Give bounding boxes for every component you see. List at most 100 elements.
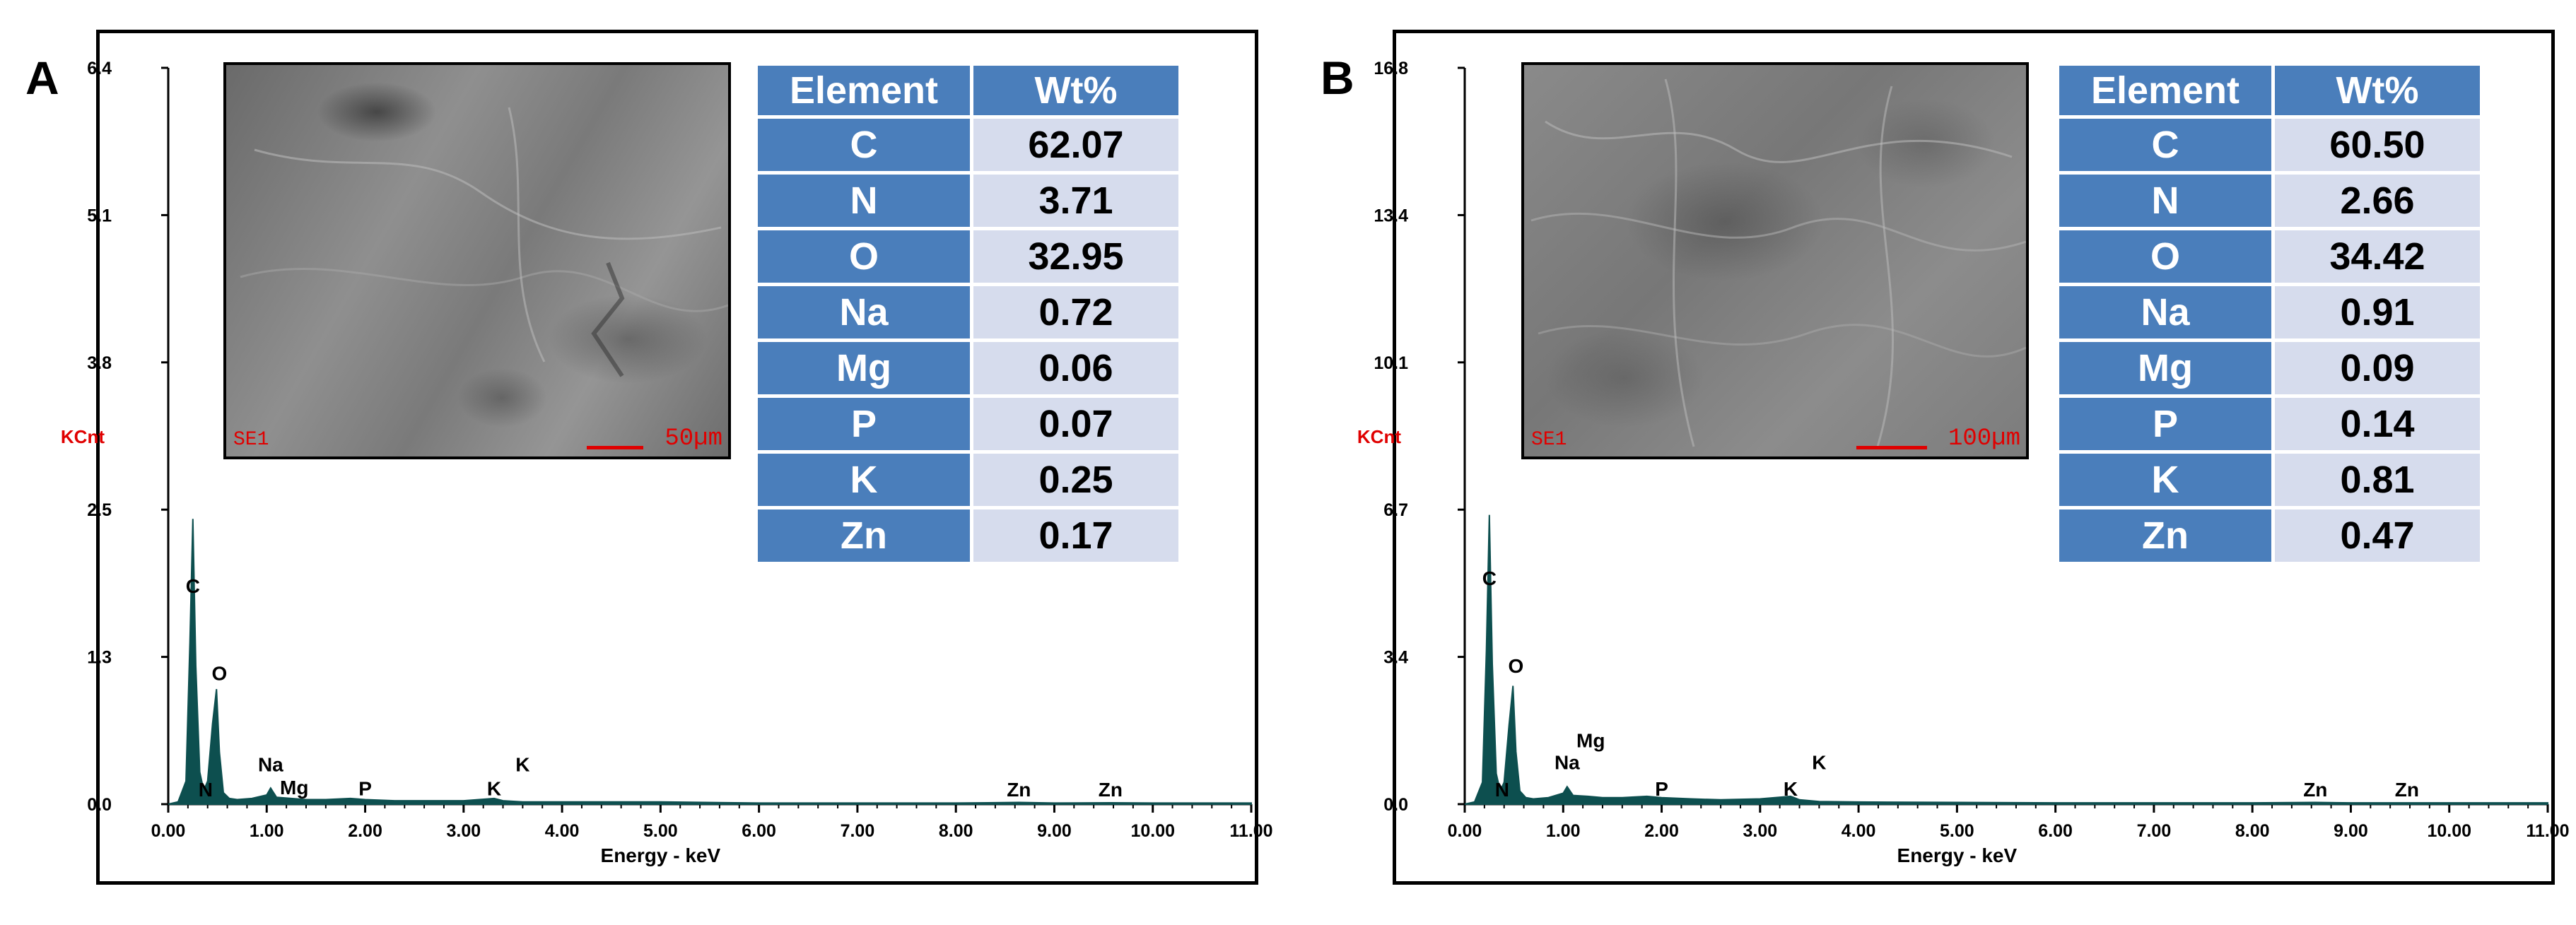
wt-cell: 0.09 (2275, 342, 2480, 394)
wt-cell: 0.47 (2275, 509, 2480, 562)
panel-a-x-axis-label: Energy - keV (601, 844, 721, 866)
wt-cell: 62.07 (973, 119, 1178, 171)
panel-a-y-tick-label: 1.3 (87, 648, 112, 668)
element-cell: P (2059, 398, 2271, 450)
panel-b-y-tick-label: 16.8 (1374, 59, 1408, 78)
table-row: P 0.07 (758, 398, 1178, 450)
table-row: Zn 0.47 (2059, 509, 2480, 562)
panel-a-y-tick-label: 3.8 (87, 353, 112, 373)
panel-b-x-tick-label: 4.00 (1842, 821, 1876, 841)
panel-b-peak-label: Zn (2303, 779, 2327, 801)
table-row: K 0.25 (758, 454, 1178, 506)
panel-b-x-tick-label: 3.00 (1743, 821, 1777, 841)
element-cell: Na (2059, 286, 2271, 338)
panel-a-label: A (25, 52, 59, 104)
panel-a-peak-label: C (186, 575, 200, 597)
panel-a-x-tick-label: 8.00 (939, 821, 973, 841)
panel-b-x-tick-label: 11.00 (2526, 821, 2569, 841)
panel-b-x-tick-label: 1.00 (1546, 821, 1581, 841)
panel-b-peak-label: K (1784, 778, 1798, 800)
panel-a-x-tick-label: 10.00 (1130, 821, 1175, 841)
table-row: N 2.66 (2059, 175, 2480, 227)
element-cell: P (758, 398, 970, 450)
panel-a-x-tick-label: 7.00 (841, 821, 875, 841)
table-row: Mg 0.06 (758, 342, 1178, 394)
panel-b-peak-label: C (1482, 567, 1497, 589)
wt-cell: 0.25 (973, 454, 1178, 506)
panel-a-sem-scalebar (587, 446, 643, 449)
element-cell: Zn (758, 509, 970, 562)
panel-a-peak-label: N (199, 779, 213, 801)
panel-b-y-tick-label: 13.4 (1374, 206, 1408, 225)
wt-cell: 0.81 (2275, 454, 2480, 506)
panel-a-peak-label: K (515, 753, 529, 775)
panel-a-peak-label: O (212, 663, 228, 685)
table-row: N 3.71 (758, 175, 1178, 227)
wt-cell: 0.17 (973, 509, 1178, 562)
panel-a-x-tick-label: 9.00 (1037, 821, 1072, 841)
table-row: C 60.50 (2059, 119, 2480, 171)
table-row: Zn 0.17 (758, 509, 1178, 562)
wt-cell: 0.91 (2275, 286, 2480, 338)
panel-a-x-tick-label: 6.00 (742, 821, 776, 841)
panel-b-peak-label: K (1812, 752, 1826, 774)
element-cell: Zn (2059, 509, 2271, 562)
panel-b-peak-label: N (1495, 779, 1509, 801)
panel-b-x-tick-label: 2.00 (1644, 821, 1679, 841)
panel-a-x-tick-label: 11.00 (1229, 821, 1272, 841)
element-cell: Mg (2059, 342, 2271, 394)
element-cell: O (2059, 230, 2271, 283)
element-cell: Na (758, 286, 970, 338)
element-cell: C (2059, 119, 2271, 171)
wt-cell: 32.95 (973, 230, 1178, 283)
panel-b-sem-tag: SE1 (1531, 429, 1567, 451)
panel-a-y-tick-label: 0.0 (87, 795, 112, 815)
panel-b-y-tick-label: 6.7 (1383, 500, 1408, 520)
panel-b-x-tick-label: 5.00 (1940, 821, 1974, 841)
panel-b-x-tick-label: 8.00 (2235, 821, 2270, 841)
panel-a-element-table: Element Wt% C 62.07 N 3.71 O 32.95 Na 0.72 M… (754, 62, 1182, 565)
panel-a-spectrum-line (168, 519, 1252, 805)
panel-b-header-wt: Wt% (2275, 66, 2480, 115)
panel-a-x-tick-label: 4.00 (545, 821, 580, 841)
panel-a-peak-label: P (358, 777, 372, 799)
panel-a-x-tick-label: 3.00 (446, 821, 481, 841)
element-cell: C (758, 119, 970, 171)
panel-b-sem-image: SE1 100µm (1521, 62, 2029, 459)
panel-b-peak-label: O (1509, 655, 1524, 677)
table-row: O 32.95 (758, 230, 1178, 283)
element-cell: O (758, 230, 970, 283)
wt-cell: 60.50 (2275, 119, 2480, 171)
element-cell: Mg (758, 342, 970, 394)
panel-b-spectrum-line (1464, 514, 2548, 805)
panel-a-peak-label: Zn (1099, 779, 1123, 801)
panel-a-peak-label: Mg (280, 777, 308, 799)
wt-cell: 34.42 (2275, 230, 2480, 283)
panel-b-sem-scalebar (1856, 446, 1927, 449)
table-row: K 0.81 (2059, 454, 2480, 506)
panel-a-x-tick-label: 0.00 (151, 821, 186, 841)
element-cell: K (758, 454, 970, 506)
panel-a-x-tick-label: 5.00 (643, 821, 678, 841)
panel-a-peak-label: Zn (1007, 779, 1031, 801)
panel-b-peak-label: Na (1555, 752, 1580, 774)
table-row: Na 0.72 (758, 286, 1178, 338)
table-row: Na 0.91 (2059, 286, 2480, 338)
panel-a-header-wt: Wt% (973, 66, 1178, 115)
panel-b-y-tick-label: 10.1 (1374, 353, 1408, 373)
panel-b-peak-label: Mg (1576, 730, 1605, 752)
element-cell: K (2059, 454, 2271, 506)
panel-b-x-tick-label: 9.00 (2334, 821, 2368, 841)
panel-a-y-tick-label: 6.4 (87, 59, 112, 78)
panel-a-sem-scale-label: 50µm (665, 425, 722, 452)
panel-b-x-tick-label: 7.00 (2137, 821, 2172, 841)
wt-cell: 0.07 (973, 398, 1178, 450)
panel-a-y-tick-label: 5.1 (87, 206, 112, 225)
panel-a-x-tick-label: 1.00 (250, 821, 284, 841)
panel-a-x-tick-label: 2.00 (348, 821, 382, 841)
element-cell: N (758, 175, 970, 227)
panel-a-y-tick-label: 2.5 (87, 500, 112, 520)
panel-b-spectrum-chart: 0.0 3.4 6.7 10.1 13.4 16.8 KCnt 0.00 1.00 2.00 3.0… (1357, 59, 2570, 866)
panel-a-spectrum-chart: 0.0 1.3 2.5 3.8 5.1 6.4 KCnt 0.00 1.00 2.00 3.00 4.… (61, 59, 1273, 866)
panel-b-peak-label: Zn (2395, 779, 2419, 801)
